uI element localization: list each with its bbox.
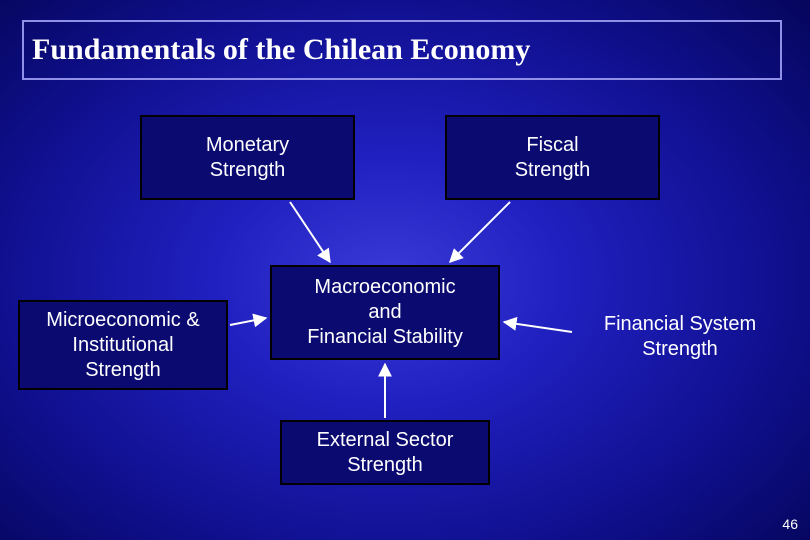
node-monetary: MonetaryStrength [140,115,355,200]
node-fiscal-label: FiscalStrength [515,133,591,183]
node-macro: MacroeconomicandFinancial Stability [270,265,500,360]
slide-title: Fundamentals of the Chilean Economy [32,33,530,67]
node-macro-label: MacroeconomicandFinancial Stability [307,275,463,350]
title-box: Fundamentals of the Chilean Economy [22,20,782,80]
node-fiscal: FiscalStrength [445,115,660,200]
node-micro-label: Microeconomic &InstitutionalStrength [46,308,199,383]
node-finsys-label: Financial SystemStrength [604,313,756,360]
node-micro: Microeconomic &InstitutionalStrength [18,300,228,390]
node-external: External SectorStrength [280,420,490,485]
page-number: 46 [782,516,798,532]
node-finsys: Financial SystemStrength [575,312,785,362]
node-monetary-label: MonetaryStrength [206,133,289,183]
node-external-label: External SectorStrength [317,428,454,478]
